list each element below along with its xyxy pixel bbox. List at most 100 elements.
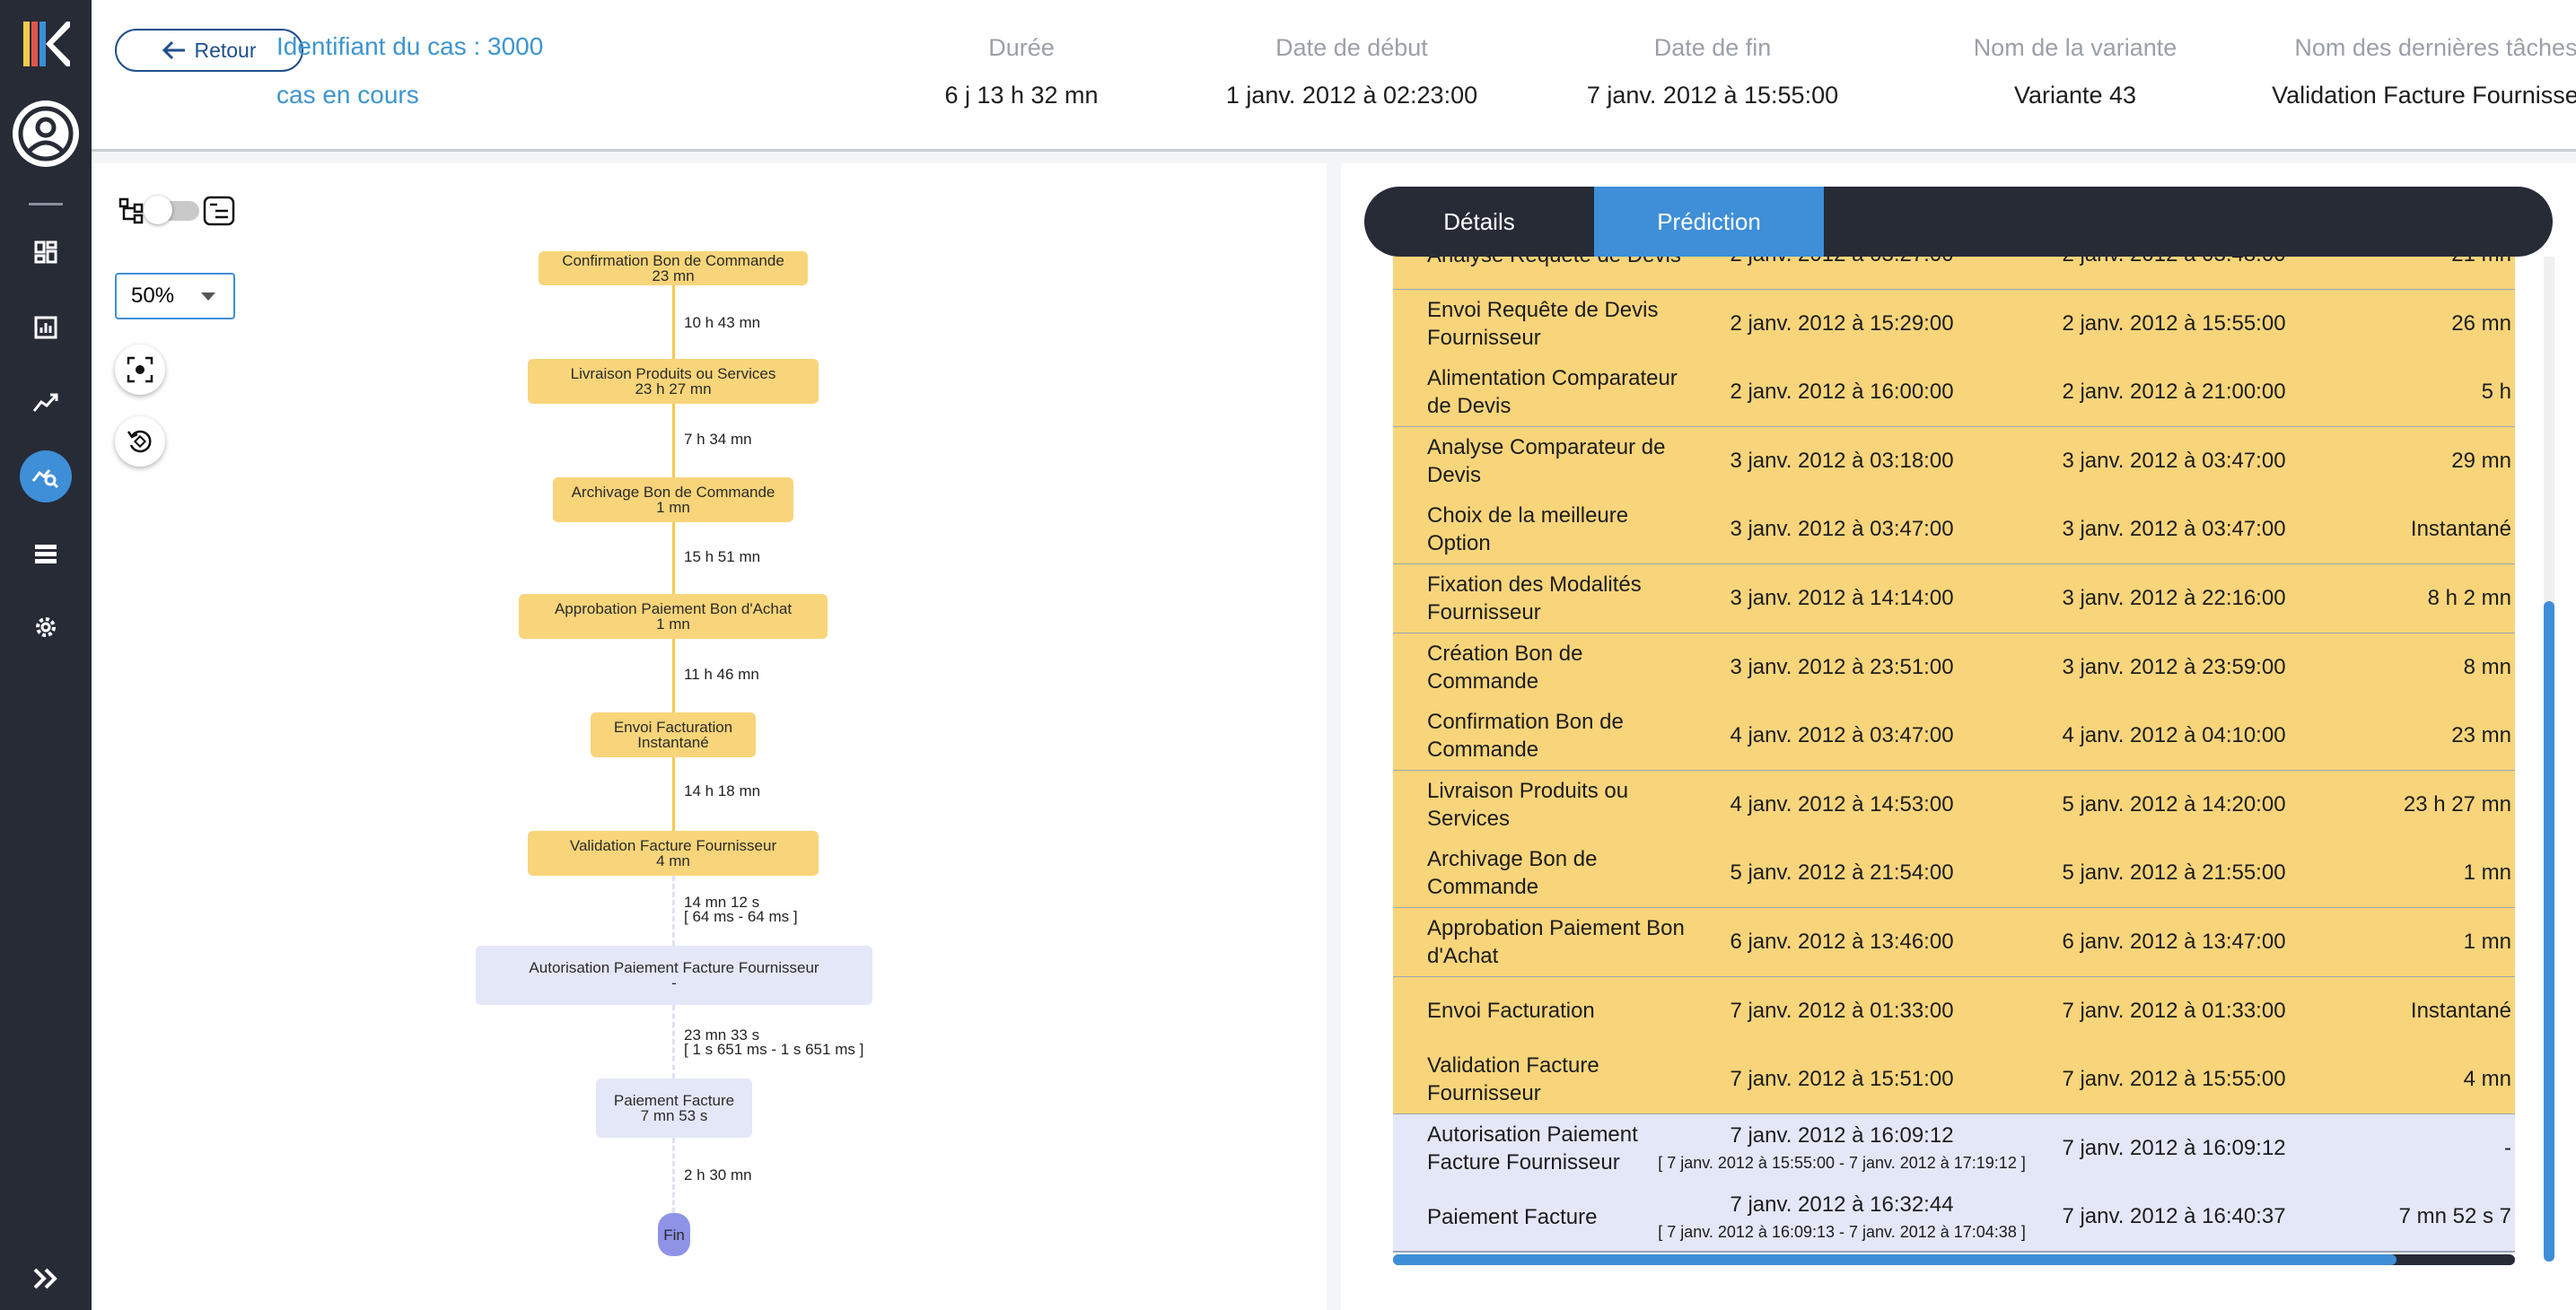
flow-node-name: Confirmation Bon de Commande	[562, 252, 784, 269]
activity-name: Envoi Facturation	[1427, 999, 1595, 1024]
activity-name: Validation Facture Fournisseur	[1427, 1053, 1599, 1106]
edge-duration: 7 h 34 mn	[684, 431, 752, 448]
table-row-predicted[interactable]: Autorisation Paiement Facture Fournisseu…	[1393, 1114, 2515, 1184]
vertical-scrollbar-thumb[interactable]	[2544, 601, 2554, 1262]
activity-name: Envoi Requête de Devis Fournisseur	[1427, 297, 1659, 350]
end-date: 7 janv. 2012 à 15:55:00	[2062, 1067, 2286, 1092]
table-row[interactable]: Choix de la meilleure Option 3 janv. 2012…	[1393, 495, 2515, 566]
table-row[interactable]: Validation Facture Fournisseur 7 janv. 20…	[1393, 1045, 2515, 1116]
edge-duration: 2 h 30 mn	[684, 1166, 752, 1183]
app-logo[interactable]	[22, 20, 70, 68]
horizontal-scrollbar-thumb[interactable]	[1393, 1254, 2396, 1265]
table-row[interactable]: Envoi Requête de Devis Fournisseur 2 janv…	[1393, 289, 2515, 360]
table-row[interactable]: Archivage Bon de Commande 5 janv. 2012 à …	[1393, 839, 2515, 910]
table-row[interactable]: Envoi Facturation 7 janv. 2012 à 01:33:00…	[1393, 976, 2515, 1047]
edge-duration: 14 mn 12 s	[684, 894, 760, 911]
start-date-value: 4 janv. 2012 à 03:47:00	[1730, 723, 1954, 748]
end-date: 7 janv. 2012 à 01:33:00	[2062, 998, 2286, 1023]
start-date: 3 janv. 2012 à 23:51:00	[1671, 633, 2012, 702]
flow-node[interactable]: Envoi Facturation Instantané	[591, 712, 756, 757]
end-date: 3 janv. 2012 à 22:16:00	[2062, 586, 2286, 610]
sidebar	[0, 0, 92, 1310]
flow-node[interactable]: Livraison Produits ou Services 23 h 27 m…	[528, 359, 819, 404]
table-row[interactable]: Fixation des Modalités Fournisseur 3 janv…	[1393, 564, 2515, 634]
dashboard-icon[interactable]	[20, 226, 72, 278]
flow-node-name: Livraison Produits ou Services	[570, 365, 776, 382]
table-row[interactable]: Approbation Paiement Bon d'Achat 6 janv. …	[1393, 908, 2515, 978]
meta-value: 1 janv. 2012 à 02:23:00	[1225, 82, 1478, 109]
list-icon[interactable]	[20, 528, 72, 580]
table-row[interactable]: Analyse Comparateur de Devis 3 janv. 2012…	[1393, 426, 2515, 497]
view-toggle-knob[interactable]	[144, 196, 172, 224]
zoom-select[interactable]: 50%	[115, 273, 235, 319]
edge-duration: 14 h 18 mn	[684, 782, 761, 799]
table-row[interactable]: Livraison Produits ou Services 4 janv. 20…	[1393, 770, 2515, 841]
end-date: 2 janv. 2012 à 15:55:00	[2062, 310, 2286, 336]
flow-node[interactable]: Archivage Bon de Commande 1 mn	[553, 477, 793, 522]
table-row[interactable]: Confirmation Bon de Commande 4 janv. 2012…	[1393, 702, 2515, 773]
duration: -	[2504, 1135, 2511, 1160]
flow-node[interactable]: Confirmation Bon de Commande 23 mn	[539, 251, 808, 285]
meta-label: Nom de la variante	[1973, 34, 2177, 61]
meta-end-date: Date de fin 7 janv. 2012 à 15:55:00	[1506, 34, 1919, 109]
flow-node-duration: 23 mn	[652, 267, 695, 284]
edge-duration: 15 h 51 mn	[684, 548, 761, 565]
flow-node-name: Archivage Bon de Commande	[571, 484, 775, 501]
table-row-predicted[interactable]: Paiement Facture 7 janv. 2012 à 16:32:44 […	[1393, 1183, 2515, 1253]
focus-icon	[127, 356, 153, 383]
start-date-value: 2 janv. 2012 à 15:29:00	[1730, 310, 1954, 336]
flow-node-duration: 1 mn	[656, 499, 690, 516]
start-date: 2 janv. 2012 à 16:00:00	[1671, 358, 2012, 426]
start-date-value: 3 janv. 2012 à 14:14:00	[1730, 586, 1954, 610]
gear-icon[interactable]	[20, 601, 72, 653]
start-date: 7 janv. 2012 à 16:09:12 [ 7 janv. 2012 à …	[1658, 1114, 2026, 1183]
start-date-value: 7 janv. 2012 à 16:09:12	[1730, 1123, 1954, 1148]
list-view-icon[interactable]	[203, 196, 235, 226]
meta-value: 7 janv. 2012 à 15:55:00	[1586, 82, 1839, 109]
flow-node[interactable]: Approbation Paiement Bon d'Achat 1 mn	[519, 594, 828, 639]
table-row[interactable]: Analyse Requête de Devis 2 janv. 2012 à 0…	[1393, 255, 2515, 291]
meta-label: Date de fin	[1653, 34, 1772, 61]
tab-prediction[interactable]: Prédiction	[1594, 187, 1824, 257]
tree-view-icon[interactable]	[118, 197, 149, 224]
start-date: 7 janv. 2012 à 16:32:44 [ 7 janv. 2012 à …	[1658, 1183, 2026, 1251]
end-date: 6 janv. 2012 à 13:47:00	[2062, 930, 2286, 954]
flow-node-predicted[interactable]: Autorisation Paiement Facture Fournisseu…	[476, 946, 872, 1005]
flow-node[interactable]: Validation Facture Fournisseur 4 mn	[528, 831, 819, 876]
chart-icon[interactable]	[20, 301, 72, 354]
flow-node-name: Validation Facture Fournisseur	[569, 837, 777, 854]
start-date: 4 janv. 2012 à 03:47:00	[1671, 702, 2012, 770]
tab-label: Prédiction	[1657, 207, 1761, 235]
end-date: 2 janv. 2012 à 03:48:00	[2021, 255, 2326, 289]
activity-name: Confirmation Bon de Commande	[1427, 710, 1624, 763]
flow-node-name: Paiement Facture	[613, 1092, 735, 1109]
flow-node-name: Autorisation Paiement Facture Fournisseu…	[529, 959, 819, 976]
start-date: 3 janv. 2012 à 14:14:00	[1671, 564, 2012, 633]
table-row[interactable]: Création Bon de Commande 3 janv. 2012 à 2…	[1393, 633, 2515, 703]
expand-icon[interactable]	[20, 1253, 72, 1305]
meta-label: Date de début	[1275, 34, 1428, 61]
tab-details[interactable]: Détails	[1364, 187, 1594, 257]
user-icon[interactable]	[13, 100, 79, 167]
activity-name: Analyse Comparateur de Devis	[1427, 434, 1666, 487]
start-date-value: 5 janv. 2012 à 21:54:00	[1730, 860, 1954, 886]
meta-value: 6 j 13 h 32 mn	[944, 82, 1099, 109]
flow-node-predicted[interactable]: Paiement Facture 7 mn 53 s	[596, 1079, 752, 1138]
edge-duration: 10 h 43 mn	[684, 314, 761, 331]
edge-duration: 11 h 46 mn	[684, 666, 759, 683]
reset-view-button[interactable]	[115, 416, 165, 467]
trend-icon[interactable]	[20, 377, 72, 429]
table-row[interactable]: Alimentation Comparateur de Devis 2 janv.…	[1393, 358, 2515, 429]
analysis-icon[interactable]	[20, 450, 72, 502]
start-date-value: 7 janv. 2012 à 01:33:00	[1730, 998, 1954, 1023]
edge-duration: 23 mn 33 s	[684, 1026, 760, 1044]
flow-node-end[interactable]: Fin	[658, 1213, 690, 1256]
duration: 4 mn	[2463, 1067, 2511, 1092]
meta-label: Nom des dernières tâches	[2294, 34, 2576, 61]
back-button[interactable]: Retour	[115, 29, 303, 72]
start-date: 7 janv. 2012 à 01:33:00	[1671, 977, 2012, 1045]
duration: 21 mn	[2326, 255, 2511, 289]
rotate-icon	[127, 430, 152, 453]
end-date: 5 janv. 2012 à 21:55:00	[2062, 860, 2286, 886]
fit-view-button[interactable]	[115, 345, 165, 395]
